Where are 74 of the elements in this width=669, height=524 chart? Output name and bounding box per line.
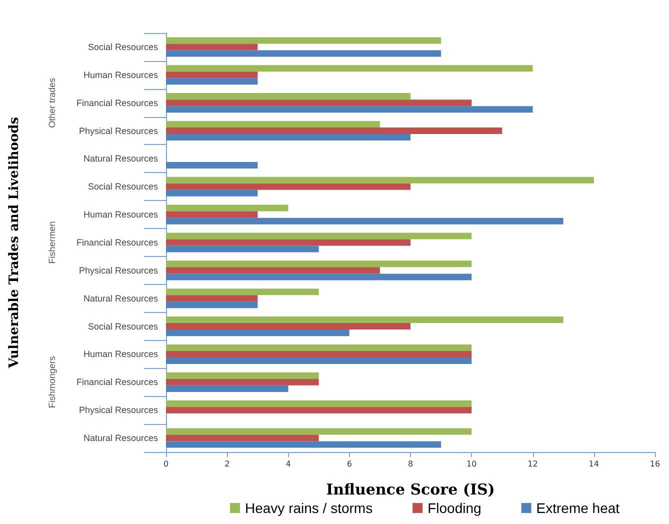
bar: [166, 239, 410, 246]
bar: [166, 274, 472, 280]
y-tick-label: Physical Resources: [78, 405, 158, 416]
bar: [166, 260, 472, 268]
bar: [166, 50, 442, 57]
y-tick-label: Natural Resources: [83, 433, 158, 444]
bar: [166, 372, 319, 379]
bar: [166, 211, 258, 218]
bar: [166, 44, 258, 50]
bar: [166, 267, 380, 274]
x-axis-title: Influence Score (IS): [326, 480, 495, 498]
bar: [166, 428, 472, 435]
bar: [166, 218, 564, 224]
bar: [166, 176, 594, 184]
y-tick-label: Human Resources: [83, 210, 158, 220]
bar: [166, 128, 502, 134]
x-tick-label: 10: [466, 460, 477, 468]
bar: [166, 204, 288, 212]
y-tick-label: Physical Resources: [78, 126, 158, 136]
bar: [166, 183, 410, 190]
y-tick-label: Financial Resources: [76, 98, 158, 108]
y-tick-label: Human Resources: [83, 349, 158, 360]
legend-label: Extreme heat: [536, 500, 620, 516]
bar: [166, 100, 472, 106]
y-tick-label: Natural Resources: [83, 293, 158, 304]
bar: [166, 295, 258, 302]
x-tick-label: 14: [588, 460, 599, 468]
x-tick-label: 16: [650, 460, 660, 468]
x-tick-label: 12: [528, 460, 538, 468]
bar: [166, 246, 319, 252]
text: Other trades: [47, 77, 57, 128]
y-tick-label: Social Resources: [88, 321, 158, 332]
y-tick-label: Social Resources: [88, 42, 158, 52]
text: Fishermen: [47, 221, 57, 264]
bar: [166, 232, 472, 240]
legend-label: Heavy rains / storms: [245, 500, 373, 516]
bar: [166, 134, 410, 141]
bar: [166, 434, 319, 442]
bar: [166, 302, 258, 308]
bar: [166, 385, 288, 392]
legend-label: Flooding: [428, 500, 482, 516]
y-axis-title: Vulnerable Trades and Livelihoods: [7, 116, 22, 370]
x-tick-label: 2: [224, 460, 230, 468]
y-tick-label: Financial Resources: [76, 377, 158, 388]
bar: [166, 330, 350, 336]
bar: [166, 78, 258, 85]
bar: [166, 350, 472, 358]
bar: [166, 72, 258, 78]
bar: [166, 120, 380, 128]
y-tick-label: Social Resources: [88, 182, 158, 192]
x-tick-label: 8: [408, 460, 414, 468]
y-tick-label: Financial Resources: [76, 238, 158, 248]
bar: [166, 378, 319, 386]
bar: [166, 288, 319, 296]
bar: [166, 316, 564, 324]
x-tick-label: 4: [286, 460, 291, 468]
bar: [166, 400, 472, 407]
bar: [166, 406, 472, 414]
bar: [166, 323, 410, 330]
bar: [166, 162, 258, 168]
x-tick-label: 6: [346, 460, 352, 468]
bar: [166, 65, 533, 72]
y-tick-label: Human Resources: [83, 70, 158, 80]
bar: [166, 37, 442, 44]
bar: [166, 190, 258, 196]
x-tick-label: 0: [163, 460, 169, 468]
bar: [166, 344, 472, 351]
bar: [166, 441, 442, 448]
y-tick-label: Physical Resources: [78, 265, 158, 276]
text: Fishmongers: [47, 356, 57, 408]
y-tick-label: Natural Resources: [83, 154, 158, 164]
bar: [166, 106, 533, 113]
bar: [166, 93, 410, 100]
bar: [166, 357, 472, 364]
